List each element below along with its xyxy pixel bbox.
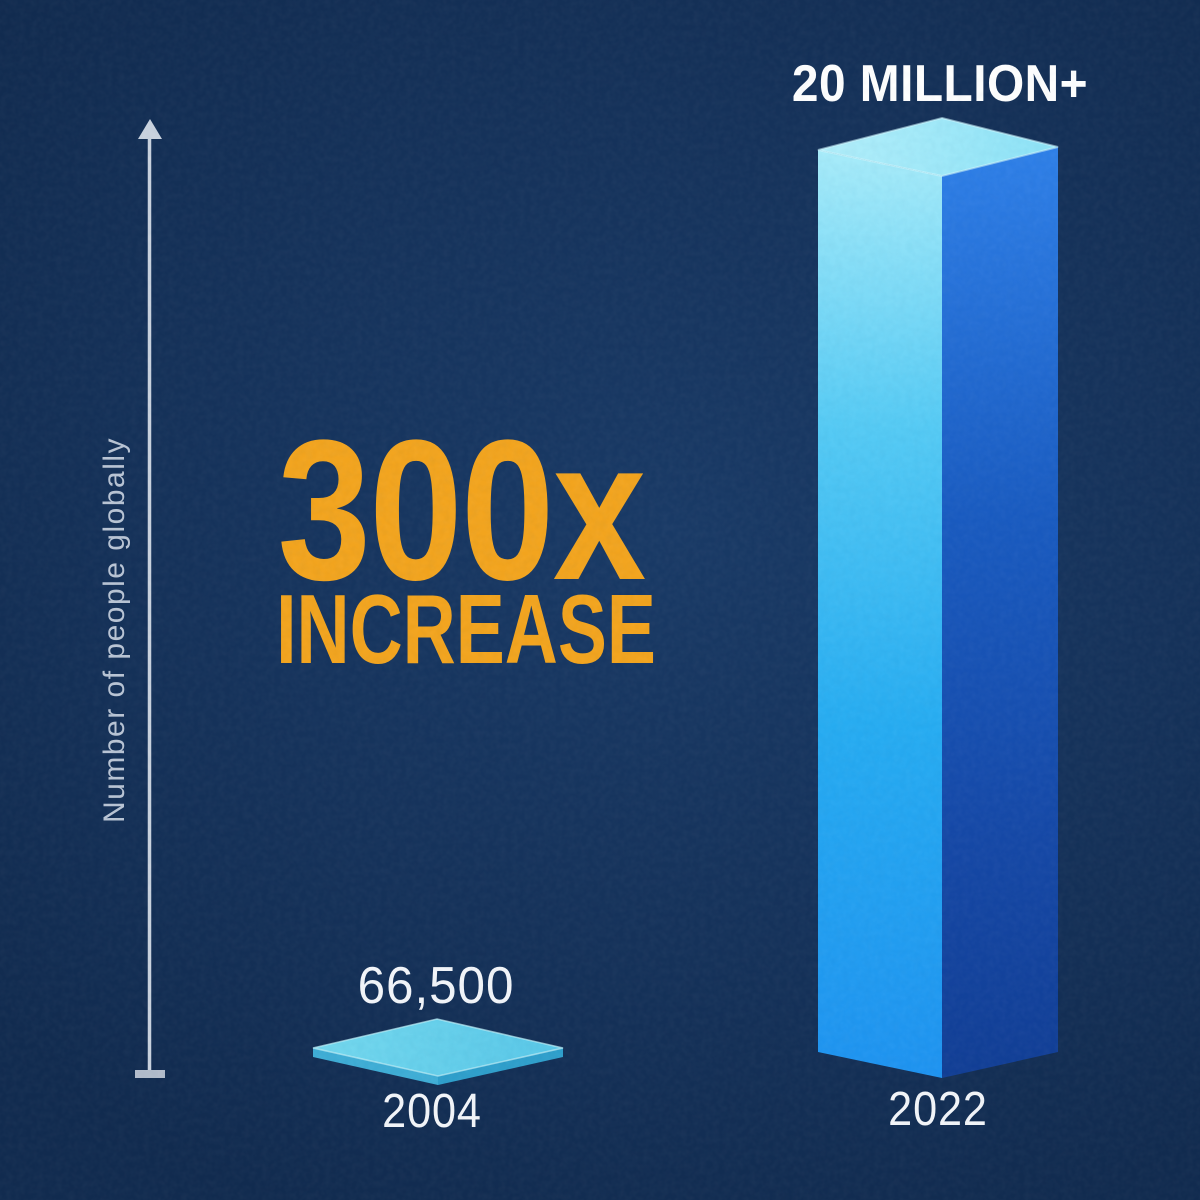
value-label-2022-text: 20 MILLION+ — [791, 55, 1089, 113]
y-axis-title: Number of people globally — [98, 436, 131, 824]
bar-2022 — [817, 116, 1059, 1078]
bar-2022-left-face — [818, 150, 942, 1078]
y-axis-arrowhead-icon — [138, 119, 162, 139]
value-label-2004-text: 66,500 — [357, 957, 515, 1015]
category-label-2022: 2022 — [883, 1086, 994, 1134]
category-label-2004-text: 2004 — [382, 1085, 482, 1138]
y-axis — [135, 119, 165, 1078]
bar-2022-right-face — [942, 147, 1058, 1078]
bar-2004 — [312, 1018, 564, 1085]
category-label-2022-text: 2022 — [888, 1083, 988, 1136]
increase-subheadline: INCREASE — [213, 580, 719, 678]
increase-subheadline-text: INCREASE — [276, 574, 656, 684]
value-label-2022: 20 MILLION+ — [779, 58, 1101, 110]
y-axis-base-tick — [135, 1070, 165, 1078]
value-label-2004: 66,500 — [353, 960, 518, 1012]
category-label-2004: 2004 — [377, 1088, 488, 1136]
bar-2004-top-face — [312, 1018, 564, 1077]
